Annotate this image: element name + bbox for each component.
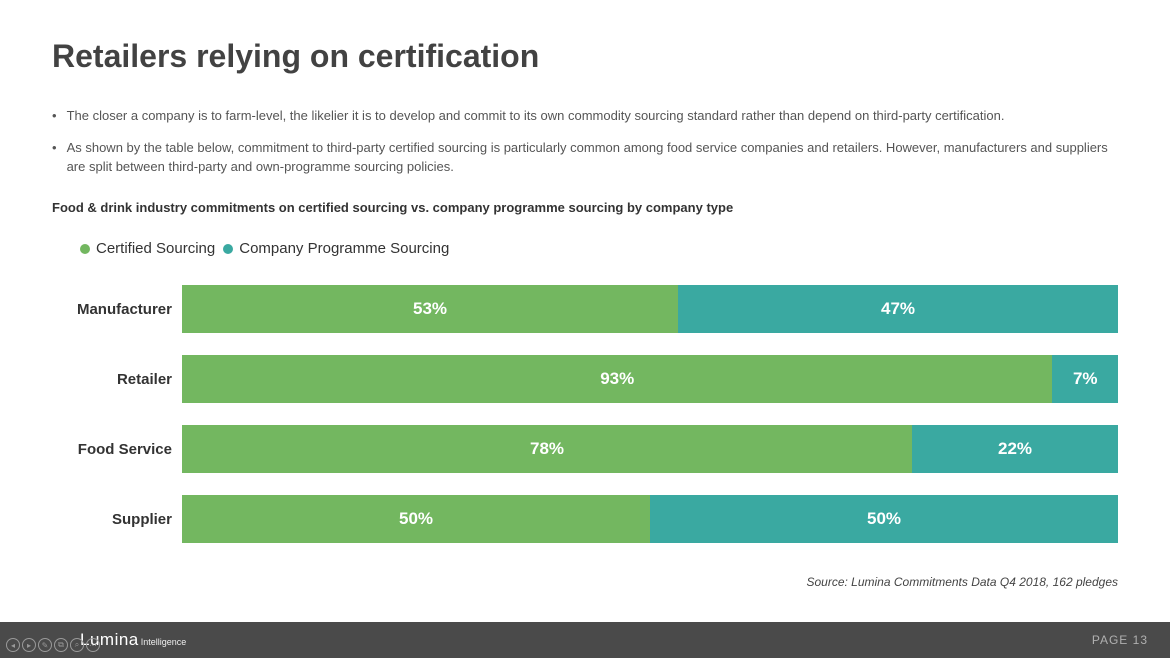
chart-row: Retailer93%7% [52,355,1118,403]
nav-prev-icon[interactable]: ◂ [6,638,20,652]
brand-sub-text: Intelligence [141,637,187,647]
legend-label: Company Programme Sourcing [239,240,449,257]
bar-segment: 7% [1052,355,1118,403]
bullet-item: As shown by the table below, commitment … [52,138,1118,177]
bar-segment: 50% [182,495,650,543]
bar-segment: 93% [182,355,1052,403]
row-label: Supplier [52,511,182,528]
bar-track: 78%22% [182,425,1118,473]
chart-row: Manufacturer53%47% [52,285,1118,333]
legend-dot-icon [80,244,90,254]
bar-track: 50%50% [182,495,1118,543]
chart-title: Food & drink industry commitments on cer… [52,200,733,215]
page-number: PAGE 13 [1092,633,1148,647]
legend-item-company: Company Programme Sourcing [223,240,449,257]
bar-segment: 47% [678,285,1118,333]
bar-segment: 53% [182,285,678,333]
stacked-bar-chart: Manufacturer53%47% Retailer93%7% Food Serv… [52,285,1118,565]
nav-pen-icon[interactable]: ✎ [38,638,52,652]
bar-track: 93%7% [182,355,1118,403]
chart-row: Food Service78%22% [52,425,1118,473]
bullet-text: The closer a company is to farm-level, t… [67,106,1005,126]
page-title: Retailers relying on certification [52,38,539,75]
bullet-text: As shown by the table below, commitment … [67,138,1118,177]
nav-zoom-icon[interactable]: ⌕ [70,638,84,652]
legend-item-certified: Certified Sourcing [80,240,215,257]
nav-controls: ◂ ▸ ✎ ⧉ ⌕ ⋯ [6,638,100,652]
bar-segment: 50% [650,495,1118,543]
legend-dot-icon [223,244,233,254]
slide: Retailers relying on certification The c… [0,0,1170,658]
source-citation: Source: Lumina Commitments Data Q4 2018,… [806,575,1118,589]
nav-more-icon[interactable]: ⋯ [86,638,100,652]
footer-bar: Lumina Intelligence PAGE 13 [0,622,1170,658]
nav-next-icon[interactable]: ▸ [22,638,36,652]
bar-segment: 22% [912,425,1118,473]
chart-legend: Certified Sourcing Company Programme Sou… [80,240,453,257]
bar-segment: 78% [182,425,912,473]
row-label: Retailer [52,371,182,388]
legend-label: Certified Sourcing [96,240,215,257]
nav-layers-icon[interactable]: ⧉ [54,638,68,652]
row-label: Food Service [52,441,182,458]
bullet-list: The closer a company is to farm-level, t… [52,106,1118,189]
bullet-item: The closer a company is to farm-level, t… [52,106,1118,126]
chart-row: Supplier50%50% [52,495,1118,543]
row-label: Manufacturer [52,301,182,318]
bar-track: 53%47% [182,285,1118,333]
